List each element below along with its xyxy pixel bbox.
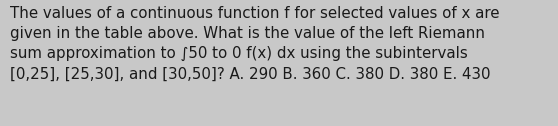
Text: The values of a continuous function f for selected values of x are
given in the : The values of a continuous function f fo… [10,6,499,82]
